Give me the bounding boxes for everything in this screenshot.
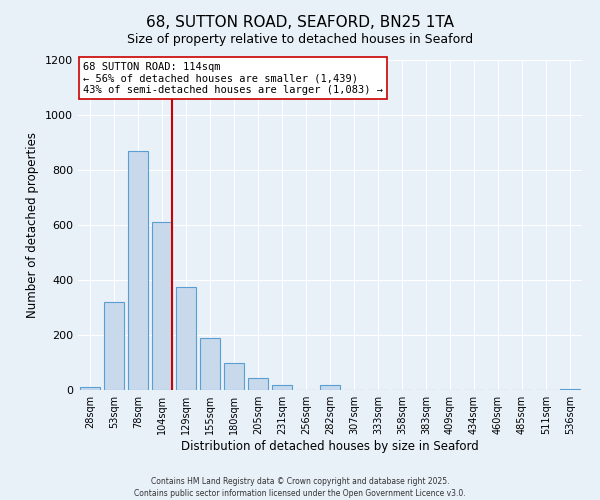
Bar xyxy=(560,388,580,390)
Text: Contains HM Land Registry data © Crown copyright and database right 2025.
Contai: Contains HM Land Registry data © Crown c… xyxy=(134,476,466,498)
Bar xyxy=(272,384,292,390)
Bar xyxy=(152,222,172,390)
Text: 68, SUTTON ROAD, SEAFORD, BN25 1TA: 68, SUTTON ROAD, SEAFORD, BN25 1TA xyxy=(146,15,454,30)
Y-axis label: Number of detached properties: Number of detached properties xyxy=(26,132,40,318)
Bar xyxy=(248,378,268,390)
Bar xyxy=(224,362,244,390)
Bar xyxy=(200,338,220,390)
Text: Size of property relative to detached houses in Seaford: Size of property relative to detached ho… xyxy=(127,32,473,46)
Bar xyxy=(320,385,340,390)
Bar xyxy=(128,151,148,390)
Text: 68 SUTTON ROAD: 114sqm
← 56% of detached houses are smaller (1,439)
43% of semi-: 68 SUTTON ROAD: 114sqm ← 56% of detached… xyxy=(83,62,383,95)
Bar xyxy=(80,387,100,390)
X-axis label: Distribution of detached houses by size in Seaford: Distribution of detached houses by size … xyxy=(181,440,479,453)
Bar xyxy=(104,302,124,390)
Bar xyxy=(176,287,196,390)
